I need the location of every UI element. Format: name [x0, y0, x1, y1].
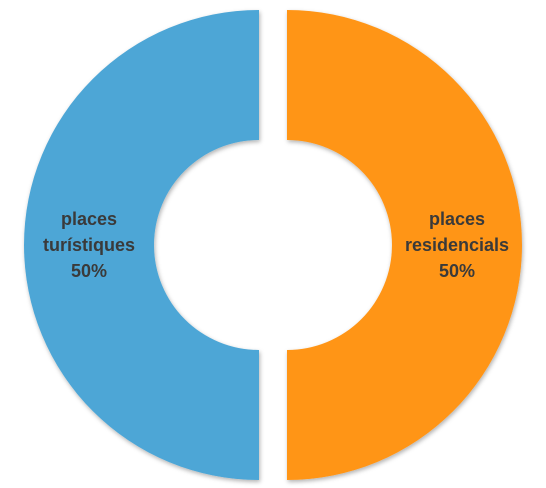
category-label: places turístiques — [42, 209, 135, 255]
slice-label: places residencials 50% — [382, 206, 532, 284]
category-label: places residencials — [404, 209, 510, 255]
donut-slice — [287, 10, 522, 480]
value-label: 50% — [70, 261, 108, 281]
value-label: 50% — [438, 261, 476, 281]
slice-label: places turístiques 50% — [14, 206, 164, 284]
donut-slice — [24, 10, 259, 480]
